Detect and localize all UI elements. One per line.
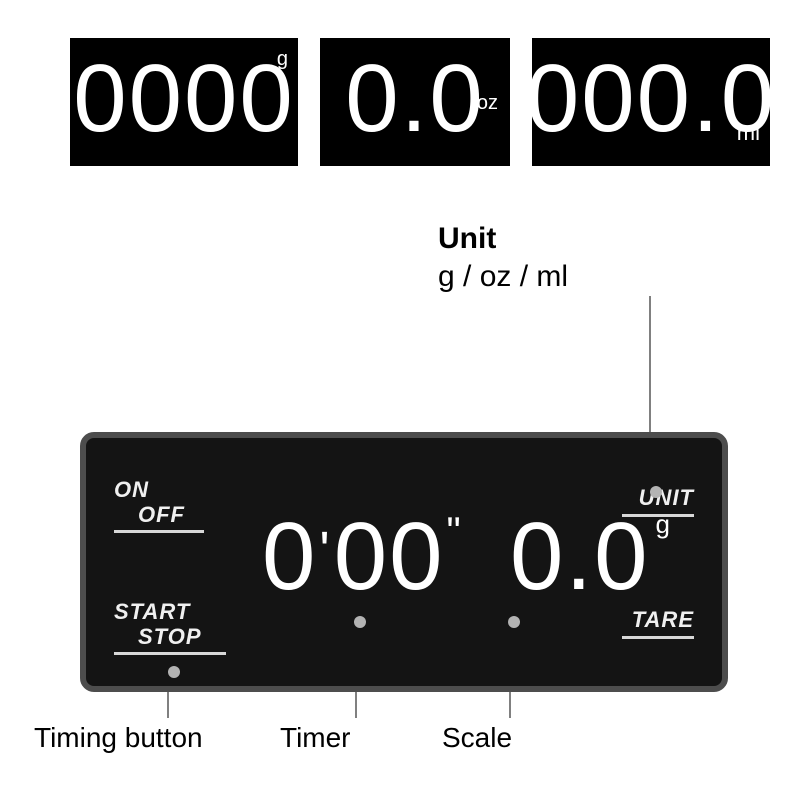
top-display-oz: 0.0 oz [320,38,510,166]
tare-button[interactable]: TARE [622,608,694,639]
scale-unit: g [649,509,669,539]
on-off-line1: ON [114,477,149,502]
timer-minutes: 0 [262,503,317,610]
annotation-unit-title: Unit [438,222,568,256]
top-display-ml: 000.0 ml [532,38,770,166]
annotation-unit-sub: g / oz / ml [438,260,568,294]
start-stop-line2: STOP [114,624,202,649]
scale-value: 0.0 [510,503,649,610]
top-display-oz-digits: 0.0 [335,51,494,153]
timer-seconds: 00 [334,503,445,610]
timer-display: 0'00" [262,502,463,612]
callout-dot-scale [508,616,520,628]
top-display-ml-unit: ml [737,120,760,146]
start-stop-line1: START [114,599,190,624]
scale-device-panel: ON OFF START STOP UNIT TARE 0'00" 0.0g [80,432,728,692]
annotation-timing-button: Timing button [34,722,203,754]
annotation-timer: Timer [280,722,351,754]
top-display-grams-unit: g [277,48,288,71]
top-display-grams: 0000 g [70,38,298,166]
callout-dot-timing [168,666,180,678]
callout-dot-timer [354,616,366,628]
annotation-unit: Unit g / oz / ml [438,222,568,294]
top-display-row: 0000 g 0.0 oz 000.0 ml [70,38,770,166]
timer-second-mark: " [444,510,462,554]
start-stop-button[interactable]: START STOP [114,600,226,655]
top-display-oz-unit: oz [477,92,498,115]
scale-display: 0.0g [510,502,670,612]
callout-dot-unit [650,486,662,498]
timer-minute-mark: ' [317,521,333,581]
tare-button-label: TARE [622,608,694,639]
top-display-grams-digits: 0000 [63,51,305,153]
annotation-scale: Scale [442,722,512,754]
on-off-line2: OFF [114,502,185,527]
on-off-button[interactable]: ON OFF [114,478,204,533]
